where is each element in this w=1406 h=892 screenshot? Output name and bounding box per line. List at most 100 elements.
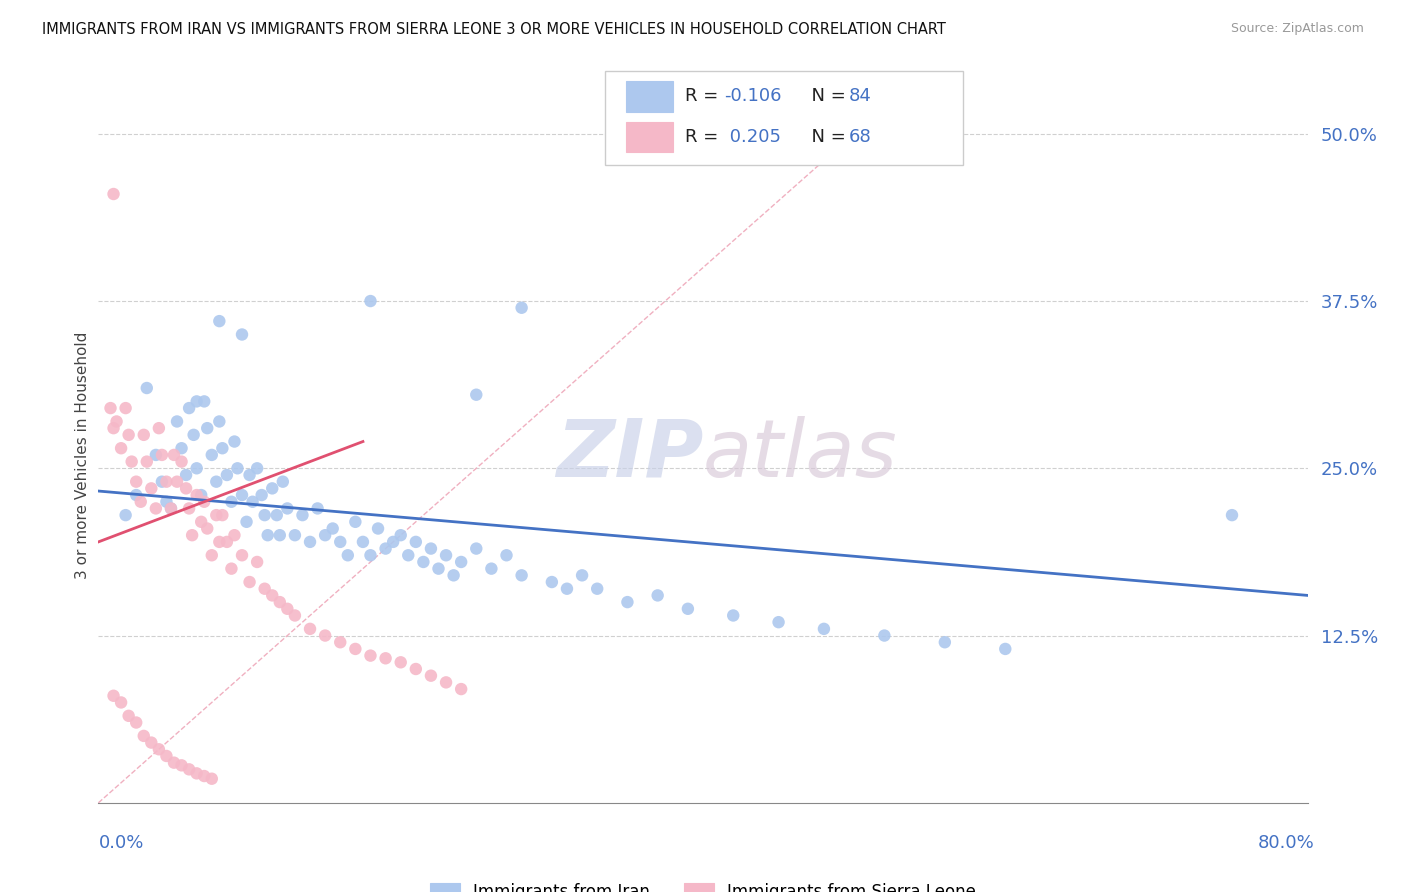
Point	[284, 608, 307, 623]
Point	[100, 401, 122, 416]
Point	[299, 622, 322, 636]
Point	[195, 421, 218, 435]
Point	[443, 568, 465, 582]
Point	[186, 766, 208, 780]
Point	[141, 735, 163, 749]
Text: -0.106: -0.106	[724, 87, 782, 105]
Point	[510, 568, 533, 582]
Text: ZIP: ZIP	[555, 416, 703, 494]
Point	[201, 772, 224, 786]
Text: 0.0%: 0.0%	[98, 834, 143, 852]
Point	[253, 508, 276, 523]
Point	[103, 187, 125, 202]
Point	[186, 461, 208, 475]
Point	[114, 401, 136, 416]
Text: Source: ZipAtlas.com: Source: ZipAtlas.com	[1230, 22, 1364, 36]
Text: R =: R =	[685, 128, 724, 146]
Y-axis label: 3 or more Vehicles in Household: 3 or more Vehicles in Household	[75, 331, 90, 579]
Point	[420, 669, 443, 683]
Point	[170, 442, 193, 456]
Point	[434, 548, 457, 563]
Point	[205, 508, 228, 523]
Point	[271, 475, 294, 489]
Point	[262, 589, 284, 603]
Point	[186, 488, 208, 502]
Point	[170, 758, 193, 772]
Point	[208, 415, 231, 429]
Point	[389, 655, 412, 669]
Point	[510, 301, 533, 315]
Point	[344, 515, 367, 529]
Point	[768, 615, 790, 630]
Point	[132, 428, 155, 442]
Point	[374, 651, 396, 665]
Point	[155, 749, 177, 764]
Point	[193, 494, 215, 508]
Text: N =: N =	[800, 87, 852, 105]
Point	[465, 541, 488, 556]
Point	[246, 461, 269, 475]
Point	[465, 388, 488, 402]
Point	[179, 501, 201, 516]
Point	[994, 642, 1017, 657]
Point	[382, 535, 405, 549]
Point	[195, 521, 218, 535]
Point	[420, 541, 443, 556]
Point	[186, 394, 208, 409]
Point	[434, 675, 457, 690]
Point	[450, 681, 472, 696]
Point	[427, 562, 450, 576]
Point	[208, 535, 231, 549]
Point	[723, 608, 745, 623]
Point	[129, 494, 152, 508]
Point	[239, 468, 262, 483]
Point	[215, 468, 238, 483]
Text: N =: N =	[800, 128, 852, 146]
Point	[367, 521, 389, 535]
Point	[193, 769, 215, 783]
Point	[934, 635, 956, 649]
Point	[103, 421, 125, 435]
Point	[412, 555, 434, 569]
Point	[299, 535, 322, 549]
Point	[221, 562, 243, 576]
Point	[676, 602, 699, 616]
Point	[174, 482, 197, 496]
Point	[190, 488, 212, 502]
Point	[226, 461, 249, 475]
Point	[224, 434, 246, 449]
Point	[329, 635, 352, 649]
Text: atlas: atlas	[703, 416, 898, 494]
Point	[150, 448, 173, 462]
Point	[125, 715, 148, 730]
Point	[344, 642, 367, 657]
Point	[495, 548, 517, 563]
Point	[540, 575, 562, 590]
Point	[105, 415, 128, 429]
Point	[150, 475, 173, 489]
Point	[360, 648, 382, 663]
Point	[235, 515, 257, 529]
Point	[125, 488, 148, 502]
Point	[160, 501, 183, 516]
Point	[132, 729, 155, 743]
Point	[179, 762, 201, 776]
Point	[276, 602, 298, 616]
Point	[221, 494, 243, 508]
Point	[647, 589, 669, 603]
Point	[205, 475, 228, 489]
Point	[269, 528, 291, 542]
Point	[276, 501, 298, 516]
Point	[141, 482, 163, 496]
Point	[360, 548, 382, 563]
Text: 84: 84	[849, 87, 872, 105]
Text: 68: 68	[849, 128, 872, 146]
Point	[450, 555, 472, 569]
Point	[118, 428, 141, 442]
Point	[155, 494, 177, 508]
Point	[110, 696, 132, 710]
Point	[201, 548, 224, 563]
Point	[103, 689, 125, 703]
Point	[201, 448, 224, 462]
Point	[322, 521, 344, 535]
